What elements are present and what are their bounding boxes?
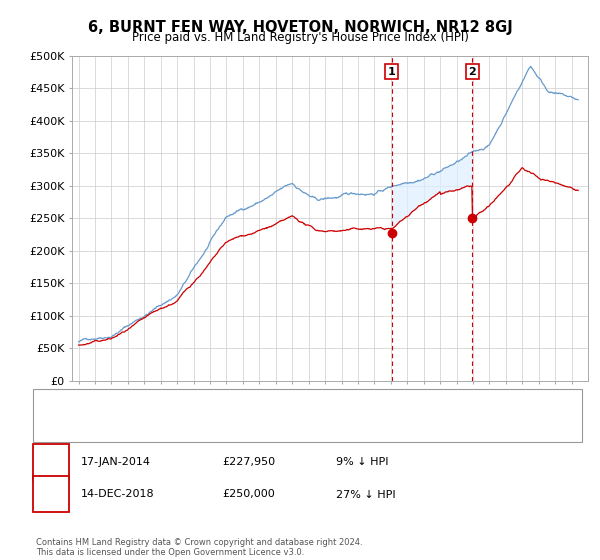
Text: 2: 2 <box>47 488 55 501</box>
Text: 14-DEC-2018: 14-DEC-2018 <box>81 489 155 500</box>
Text: 9% ↓ HPI: 9% ↓ HPI <box>336 457 389 467</box>
Text: HPI: Average price, detached house, North Norfolk: HPI: Average price, detached house, Nort… <box>99 413 350 423</box>
Text: ────: ──── <box>51 412 81 425</box>
Text: £250,000: £250,000 <box>222 489 275 500</box>
Text: Price paid vs. HM Land Registry's House Price Index (HPI): Price paid vs. HM Land Registry's House … <box>131 31 469 44</box>
Text: 1: 1 <box>388 67 395 77</box>
Text: 27% ↓ HPI: 27% ↓ HPI <box>336 489 395 500</box>
Text: ────: ──── <box>51 395 81 408</box>
Text: 2: 2 <box>469 67 476 77</box>
Text: Contains HM Land Registry data © Crown copyright and database right 2024.
This d: Contains HM Land Registry data © Crown c… <box>36 538 362 557</box>
Text: £227,950: £227,950 <box>222 457 275 467</box>
Text: 1: 1 <box>47 455 55 469</box>
Text: 6, BURNT FEN WAY, HOVETON, NORWICH, NR12 8GJ: 6, BURNT FEN WAY, HOVETON, NORWICH, NR12… <box>88 20 512 35</box>
Text: 6, BURNT FEN WAY, HOVETON, NORWICH, NR12 8GJ (detached house): 6, BURNT FEN WAY, HOVETON, NORWICH, NR12… <box>99 396 449 407</box>
Text: 17-JAN-2014: 17-JAN-2014 <box>81 457 151 467</box>
